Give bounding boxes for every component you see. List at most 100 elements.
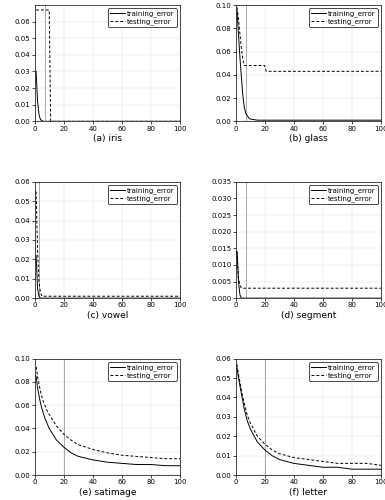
training_error	[163, 462, 168, 468]
training_error	[291, 460, 296, 466]
training_error	[236, 278, 241, 284]
testing_error	[35, 246, 40, 252]
training_error	[248, 426, 253, 432]
training_error	[238, 383, 242, 389]
testing_error	[242, 400, 247, 406]
testing_error	[238, 379, 242, 385]
testing_error	[163, 456, 168, 462]
Legend: training_error, testing_error: training_error, testing_error	[108, 362, 177, 381]
training_error	[54, 437, 59, 443]
training_error	[44, 118, 49, 124]
testing_error	[246, 285, 251, 291]
testing_error	[44, 7, 49, 13]
training_error	[40, 406, 44, 411]
testing_error	[44, 293, 49, 299]
testing_error	[38, 388, 43, 394]
Line: training_error: training_error	[36, 72, 180, 122]
testing_error	[270, 447, 274, 453]
testing_error	[42, 402, 47, 408]
testing_error	[47, 7, 52, 13]
training_error	[235, 366, 239, 372]
training_error	[235, 8, 239, 14]
training_error	[270, 117, 274, 123]
training_error	[178, 118, 182, 124]
Line: testing_error: testing_error	[237, 364, 381, 466]
testing_error	[178, 118, 182, 124]
training_error	[120, 460, 124, 466]
testing_error	[255, 62, 260, 68]
testing_error	[45, 293, 50, 299]
Line: testing_error: testing_error	[36, 10, 180, 122]
training_error	[238, 292, 242, 298]
training_error	[149, 462, 154, 468]
testing_error	[134, 454, 139, 460]
testing_error	[37, 280, 41, 285]
testing_error	[178, 456, 182, 462]
testing_error	[178, 293, 182, 299]
training_error	[47, 118, 52, 124]
training_error	[379, 117, 383, 123]
testing_error	[45, 409, 50, 415]
training_error	[245, 295, 249, 301]
Legend: training_error, testing_error: training_error, testing_error	[308, 186, 378, 204]
training_error	[47, 295, 52, 301]
testing_error	[245, 62, 249, 68]
training_error	[34, 252, 38, 258]
testing_error	[37, 7, 41, 13]
testing_error	[246, 416, 251, 422]
training_error	[76, 454, 80, 460]
testing_error	[242, 285, 247, 291]
training_error	[34, 373, 38, 379]
testing_error	[47, 412, 52, 418]
testing_error	[236, 371, 241, 377]
testing_error	[149, 454, 154, 460]
testing_error	[34, 7, 38, 13]
testing_error	[241, 285, 245, 291]
training_error	[321, 464, 325, 470]
training_error	[178, 295, 182, 301]
testing_error	[120, 452, 124, 458]
training_error	[38, 295, 43, 301]
testing_error	[248, 285, 253, 291]
training_error	[243, 295, 248, 301]
testing_error	[105, 450, 110, 456]
testing_error	[54, 423, 59, 429]
training_error	[105, 459, 110, 465]
training_error	[239, 74, 244, 80]
Legend: training_error, testing_error: training_error, testing_error	[308, 362, 378, 381]
testing_error	[76, 442, 80, 448]
testing_error	[235, 4, 239, 10]
training_error	[364, 466, 369, 472]
training_error	[242, 295, 247, 301]
testing_error	[62, 432, 66, 438]
testing_error	[236, 275, 241, 281]
testing_error	[235, 248, 239, 254]
testing_error	[241, 394, 245, 400]
training_error	[41, 410, 46, 416]
testing_error	[38, 290, 43, 296]
testing_error	[236, 16, 241, 22]
testing_error	[69, 437, 74, 443]
training_error	[248, 116, 253, 122]
testing_error	[241, 56, 245, 62]
testing_error	[35, 373, 40, 379]
training_error	[243, 412, 248, 418]
training_error	[262, 447, 267, 453]
Legend: training_error, testing_error: training_error, testing_error	[308, 8, 378, 27]
training_error	[236, 31, 241, 37]
training_error	[262, 117, 267, 123]
Line: testing_error: testing_error	[36, 192, 180, 296]
testing_error	[41, 398, 46, 404]
testing_error	[277, 450, 281, 456]
testing_error	[248, 420, 253, 426]
training_error	[35, 98, 40, 104]
training_error	[62, 444, 66, 450]
testing_error	[262, 441, 267, 447]
X-axis label: (c) vowel: (c) vowel	[87, 311, 128, 320]
training_error	[38, 400, 43, 406]
training_error	[255, 117, 260, 123]
training_error	[40, 295, 44, 301]
training_error	[306, 462, 311, 468]
training_error	[42, 118, 47, 124]
training_error	[379, 295, 383, 301]
